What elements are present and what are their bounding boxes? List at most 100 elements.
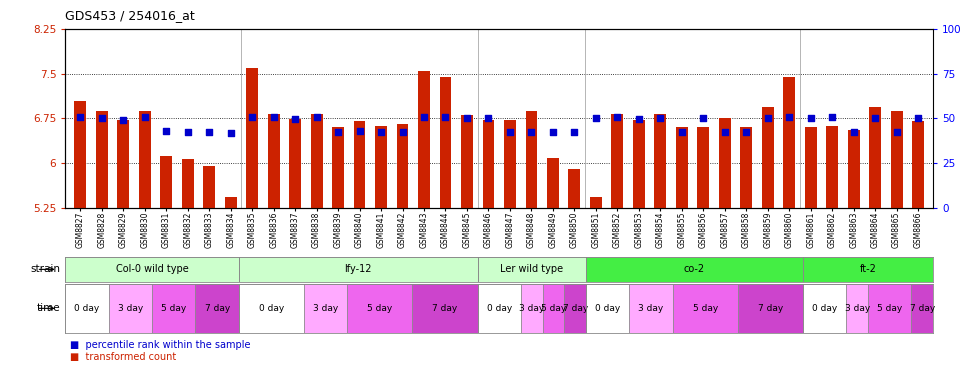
Bar — [204, 166, 215, 208]
Point — [631, 116, 646, 122]
Text: 3 day: 3 day — [845, 304, 870, 313]
Bar — [869, 107, 881, 208]
Point — [245, 114, 260, 120]
Bar — [461, 115, 473, 208]
Text: 3 day: 3 day — [519, 304, 544, 313]
Point — [459, 115, 474, 121]
Point — [524, 129, 540, 135]
Bar — [912, 122, 924, 208]
Bar — [762, 107, 774, 208]
Bar — [673, 284, 738, 333]
Point — [910, 115, 925, 121]
Bar — [304, 284, 348, 333]
Bar — [542, 284, 564, 333]
Text: GDS453 / 254016_at: GDS453 / 254016_at — [65, 9, 195, 22]
Bar — [521, 284, 542, 333]
Text: 3 day: 3 day — [638, 304, 663, 313]
Point — [846, 129, 861, 135]
Bar — [117, 120, 130, 208]
Bar — [547, 158, 559, 208]
Bar — [827, 126, 838, 208]
Point — [266, 114, 281, 120]
Bar — [96, 111, 108, 208]
Bar — [633, 120, 645, 208]
Bar — [139, 111, 151, 208]
Text: ■  percentile rank within the sample: ■ percentile rank within the sample — [70, 340, 251, 350]
Bar — [75, 101, 86, 208]
Bar — [239, 257, 477, 282]
Point — [889, 129, 904, 135]
Text: 0 day: 0 day — [259, 304, 284, 313]
Bar — [477, 284, 521, 333]
Bar — [783, 77, 795, 208]
Text: 5 day: 5 day — [368, 304, 393, 313]
Bar — [396, 124, 408, 208]
Text: co-2: co-2 — [684, 264, 705, 274]
Bar — [740, 127, 752, 208]
Text: Ler wild type: Ler wild type — [500, 264, 564, 274]
Bar — [65, 257, 239, 282]
Text: 7 day: 7 day — [757, 304, 783, 313]
Point — [287, 116, 302, 122]
Text: ■  transformed count: ■ transformed count — [70, 352, 177, 362]
Point — [803, 116, 818, 122]
Bar — [332, 127, 344, 208]
Point — [223, 130, 238, 136]
Bar — [697, 127, 709, 208]
Bar — [738, 284, 803, 333]
Point — [158, 128, 174, 134]
Point — [330, 129, 346, 135]
Bar — [152, 284, 196, 333]
Point — [417, 114, 432, 120]
Text: 0 day: 0 day — [595, 304, 620, 313]
Bar — [612, 114, 623, 208]
Bar — [568, 169, 580, 208]
Bar — [160, 156, 172, 208]
Bar — [586, 284, 630, 333]
Bar — [590, 197, 602, 208]
Text: 0 day: 0 day — [487, 304, 512, 313]
Bar — [848, 130, 859, 208]
Text: time: time — [36, 303, 60, 313]
Point — [717, 129, 732, 135]
Point — [115, 117, 131, 123]
Text: strain: strain — [31, 264, 60, 274]
Bar — [65, 284, 108, 333]
Text: 7 day: 7 day — [432, 304, 458, 313]
Bar — [911, 284, 933, 333]
Point — [438, 114, 453, 120]
Point — [352, 128, 368, 134]
Text: 5 day: 5 day — [161, 304, 186, 313]
Bar — [348, 284, 413, 333]
Point — [73, 114, 88, 120]
Bar — [311, 114, 323, 208]
Bar — [239, 284, 304, 333]
Point — [760, 115, 776, 121]
Bar — [483, 120, 494, 208]
Point — [309, 114, 324, 120]
Bar — [247, 68, 258, 208]
Point — [545, 129, 561, 135]
Text: ft-2: ft-2 — [859, 264, 876, 274]
Point — [588, 115, 604, 121]
Bar — [868, 284, 911, 333]
Text: 3 day: 3 day — [118, 304, 143, 313]
Point — [94, 115, 109, 121]
Point — [180, 129, 196, 135]
Bar — [419, 71, 430, 208]
Text: Col-0 wild type: Col-0 wild type — [116, 264, 188, 274]
Text: 0 day: 0 day — [74, 304, 100, 313]
Bar — [225, 197, 236, 208]
Bar — [375, 126, 387, 208]
Bar — [586, 257, 803, 282]
Text: 3 day: 3 day — [313, 304, 338, 313]
Bar — [477, 257, 586, 282]
Bar — [108, 284, 152, 333]
Bar — [676, 127, 687, 208]
Point — [674, 129, 689, 135]
Text: 5 day: 5 day — [877, 304, 902, 313]
Bar — [630, 284, 673, 333]
Bar — [353, 122, 366, 208]
Bar — [289, 119, 301, 208]
Point — [696, 115, 711, 121]
